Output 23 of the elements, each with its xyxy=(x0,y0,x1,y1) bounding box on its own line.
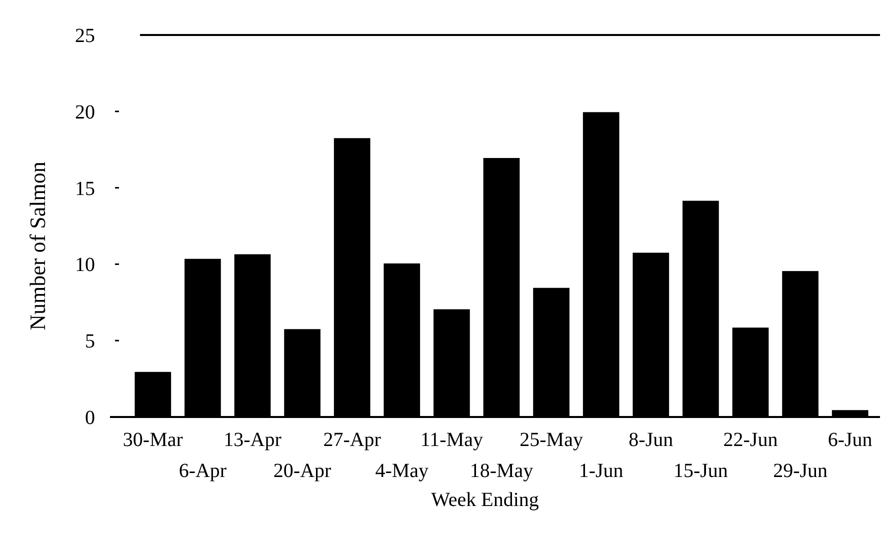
x-tick-label: 27-Apr xyxy=(323,429,382,451)
x-tick-label: 18-May xyxy=(470,460,534,482)
y-tick-label: 0 xyxy=(85,407,95,429)
x-tick-label: 25-May xyxy=(520,429,583,451)
y-tick-label: 20 xyxy=(75,101,95,124)
x-tick-label: 6-Jun xyxy=(828,429,872,451)
x-tick-label: 20-Apr xyxy=(273,460,332,482)
y-tick-label: 5 xyxy=(85,330,95,353)
y-tick-label: 15 xyxy=(75,178,95,200)
x-tick-label: 8-Jun xyxy=(628,429,674,451)
x-tick-label: 29-Jun xyxy=(773,460,828,482)
x-tick-label: 15-Jun xyxy=(673,460,728,482)
x-tick-label: 22-Jun xyxy=(723,429,778,451)
x-tick-label: 13-Apr xyxy=(224,429,282,451)
x-axis-title: Week Ending xyxy=(431,489,539,511)
y-tick-label: 10 xyxy=(75,254,95,276)
x-tick-label: 1-Jun xyxy=(578,460,624,482)
x-tick-label: 4-May xyxy=(375,460,429,482)
y-tick-label: 25 xyxy=(75,25,95,47)
x-tick-label: 30-Mar xyxy=(122,429,184,451)
x-tick-label: 6-Apr xyxy=(178,460,227,482)
y-axis-title: Number of Salmon xyxy=(25,162,50,330)
x-tick-label: 11-May xyxy=(420,429,483,451)
